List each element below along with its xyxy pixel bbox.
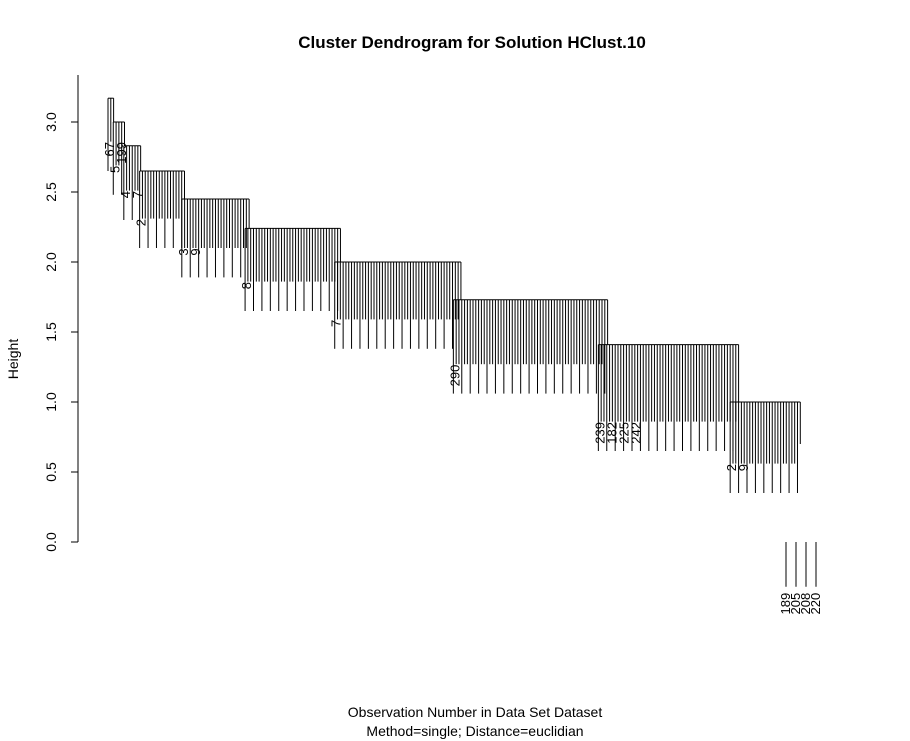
leaf-label: 225 bbox=[616, 422, 631, 444]
bottom-leaf-label: 220 bbox=[808, 593, 823, 615]
leaf-label: 4 bbox=[118, 191, 133, 198]
dendrogram-tree bbox=[107, 97, 817, 587]
y-tick-label: 1.0 bbox=[43, 392, 59, 412]
y-axis-label: Height bbox=[5, 339, 21, 380]
leaf-label: 199 bbox=[114, 142, 129, 164]
leaf-label: 5 bbox=[107, 166, 122, 173]
bottom-leaf-label: 208 bbox=[798, 593, 813, 615]
leaf-label: 3 bbox=[176, 248, 191, 255]
y-tick-label: 0.5 bbox=[43, 462, 59, 482]
leaf-label: 242 bbox=[628, 422, 643, 444]
x-axis-label: Observation Number in Data Set Dataset bbox=[348, 704, 603, 720]
x-axis-sublabel: Method=single; Distance=euclidian bbox=[366, 723, 583, 739]
y-tick-label: 3.0 bbox=[43, 112, 59, 132]
chart-title: Cluster Dendrogram for Solution HClust.1… bbox=[298, 33, 646, 52]
leaf-label: 7 bbox=[329, 320, 344, 327]
y-tick-label: 1.5 bbox=[43, 322, 59, 342]
leaf-label: 67 bbox=[102, 142, 117, 156]
leaf-labels: 6719954723987290239182225242291892052082… bbox=[102, 142, 823, 615]
y-tick-label: 2.5 bbox=[43, 182, 59, 202]
leaf-label: 182 bbox=[604, 422, 619, 444]
leaf-label: 239 bbox=[592, 422, 607, 444]
bottom-leaf-label: 189 bbox=[778, 593, 793, 615]
leaf-label: 7 bbox=[130, 191, 145, 198]
leaf-label: 290 bbox=[447, 365, 462, 387]
bottom-leaf-label: 205 bbox=[788, 593, 803, 615]
leaf-label: 2 bbox=[724, 464, 739, 471]
leaf-label: 9 bbox=[188, 248, 203, 255]
y-axis: 0.0 0.5 1.0 1.5 2.0 2.5 3.0 bbox=[43, 75, 79, 552]
y-tick-label: 2.0 bbox=[43, 252, 59, 272]
leaf-label: 2 bbox=[134, 219, 149, 226]
leaf-label: 8 bbox=[239, 282, 254, 289]
y-tick-label: 0.0 bbox=[43, 532, 59, 552]
leaf-label: 9 bbox=[736, 464, 751, 471]
